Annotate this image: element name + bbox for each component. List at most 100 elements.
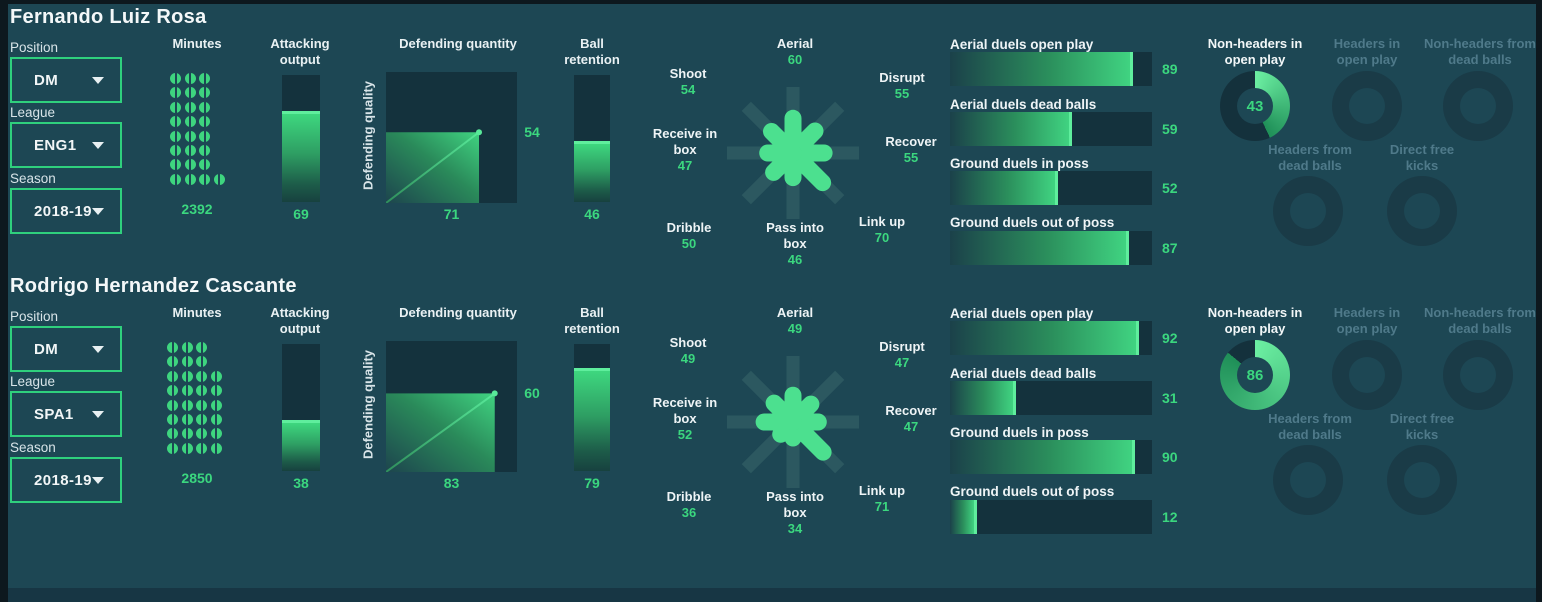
season-select[interactable]: 2018-19 [10, 457, 122, 503]
shot-donut-label-headers-dead-balls[interactable]: Headers from dead balls [1268, 411, 1352, 442]
ball-icon [199, 73, 210, 84]
ball-icon [199, 101, 210, 113]
star-label-pass-into-box: Pass into box 46 [766, 220, 824, 267]
frame-right [1536, 0, 1542, 602]
ball-icon [170, 101, 181, 113]
ball-icon [181, 356, 193, 368]
shot-donut-headers-dead-balls[interactable] [1273, 445, 1343, 515]
shot-donut-non-headers-dead-balls[interactable] [1443, 340, 1513, 410]
attacking-output-bar-fill [282, 111, 320, 202]
position-select[interactable]: DM [10, 57, 122, 103]
role-star-chart [708, 68, 878, 238]
duel-bar [950, 440, 1152, 474]
donut-hole [1290, 193, 1326, 229]
star-label-receive-in-box: Receive in box 52 [652, 395, 718, 442]
shot-donut-label-non-headers-open-play[interactable]: Non-headers in open play [1207, 36, 1303, 67]
season-select[interactable]: 2018-19 [10, 188, 122, 234]
shot-donut-label-headers-open-play[interactable]: Headers in open play [1333, 305, 1401, 336]
defending-quantity-value: 71 [443, 206, 460, 222]
ball-icon [170, 87, 181, 99]
defending-quantity-title: Defending quantity [399, 305, 517, 320]
shot-donut-label-non-headers-dead-balls[interactable]: Non-headers from dead balls [1424, 36, 1536, 67]
league-select[interactable]: SPA1 [10, 391, 122, 437]
ball-retention-bar [574, 344, 610, 471]
ball-icon [170, 159, 181, 171]
shot-donut-label-headers-dead-balls[interactable]: Headers from dead balls [1268, 142, 1352, 173]
ball-retention-bar [574, 75, 610, 202]
star-label-link-up: Link up 71 [858, 483, 906, 514]
ball-icon [199, 87, 210, 99]
shot-donut-headers-open-play[interactable] [1332, 71, 1402, 141]
duel-bar-label: Ground duels out of poss [950, 484, 1115, 499]
duel-bar-fill [950, 231, 1129, 265]
ball-icon [184, 116, 196, 128]
ball-retention-value: 79 [584, 475, 600, 491]
role-star-glyph [727, 356, 859, 488]
star-label-disrupt: Disrupt 55 [879, 70, 925, 101]
ball-icon [167, 399, 178, 411]
shot-donut-label-non-headers-dead-balls[interactable]: Non-headers from dead balls [1424, 305, 1536, 336]
season-select-value: 2018-19 [34, 471, 92, 489]
league-label: League [10, 105, 56, 120]
chevron-down-icon [92, 476, 104, 484]
duel-bar [950, 52, 1152, 86]
ball-retention-bar-fill [574, 140, 610, 202]
ball-icon [199, 130, 210, 142]
ball-icon [167, 442, 178, 454]
ball-icon [196, 370, 207, 382]
shot-donut-direct-free-kicks[interactable] [1387, 445, 1457, 515]
shot-donut-label-direct-free-kicks[interactable]: Direct free kicks [1389, 142, 1455, 173]
minutes-value: 2392 [181, 201, 213, 217]
duel-bar-fill [950, 440, 1135, 474]
shot-donut-label-non-headers-open-play[interactable]: Non-headers in open play [1207, 305, 1303, 336]
star-label-dribble: Dribble 50 [666, 220, 712, 251]
league-select[interactable]: ENG1 [10, 122, 122, 168]
star-label-pass-into-box: Pass into box 34 [766, 489, 824, 536]
duel-bar [950, 231, 1152, 265]
shot-donut-direct-free-kicks[interactable] [1387, 176, 1457, 246]
ball-retention-value: 46 [584, 206, 600, 222]
minutes-title: Minutes [172, 36, 222, 51]
ball-icon [181, 370, 193, 382]
star-label-recover: Recover 55 [885, 134, 937, 165]
duel-bar-fill [950, 52, 1133, 86]
duel-bar [950, 112, 1152, 146]
player-name: Fernando Luiz Rosa [10, 6, 207, 28]
star-label-link-up: Link up 70 [858, 214, 906, 245]
attacking-output-title: Attacking output [270, 305, 330, 336]
shot-donut-non-headers-dead-balls[interactable] [1443, 71, 1513, 141]
ball-icon [170, 116, 181, 128]
season-label: Season [10, 171, 56, 186]
ball-icon [184, 173, 196, 185]
duel-bar-value: 12 [1162, 509, 1178, 525]
star-label-recover: Recover 47 [885, 403, 937, 434]
shot-donut-headers-open-play[interactable] [1332, 340, 1402, 410]
donut-value: 43 [1246, 97, 1264, 115]
role-star-glyph [727, 87, 859, 219]
shot-donut-non-headers-open-play[interactable]: 86 [1220, 340, 1290, 410]
ball-retention-title: Ball retention [564, 36, 620, 67]
duel-bar-value: 31 [1162, 390, 1178, 406]
chevron-down-icon [92, 207, 104, 215]
donut-hole [1349, 357, 1385, 393]
defending-quality-value: 54 [524, 124, 540, 141]
shot-donut-label-headers-open-play[interactable]: Headers in open play [1333, 36, 1401, 67]
shot-donut-label-direct-free-kicks[interactable]: Direct free kicks [1389, 411, 1455, 442]
ball-icon [170, 144, 181, 156]
donut-hole [1460, 88, 1496, 124]
minutes-dot-grid [167, 342, 225, 457]
position-select[interactable]: DM [10, 326, 122, 372]
minutes-dot-grid [170, 73, 228, 188]
defending-scatter [385, 72, 517, 204]
player-name: Rodrigo Hernandez Cascante [10, 275, 297, 297]
duel-bar-label: Ground duels in poss [950, 425, 1089, 440]
shot-donut-headers-dead-balls[interactable] [1273, 176, 1343, 246]
ball-icon [210, 399, 222, 411]
ball-retention-bar-fill [574, 367, 610, 471]
duel-bar [950, 500, 1152, 534]
ball-icon [170, 173, 181, 185]
shot-donut-non-headers-open-play[interactable]: 43 [1220, 71, 1290, 141]
attacking-output-bar-fill [282, 419, 320, 471]
minutes-value: 2850 [181, 470, 213, 486]
ball-icon [210, 385, 222, 397]
